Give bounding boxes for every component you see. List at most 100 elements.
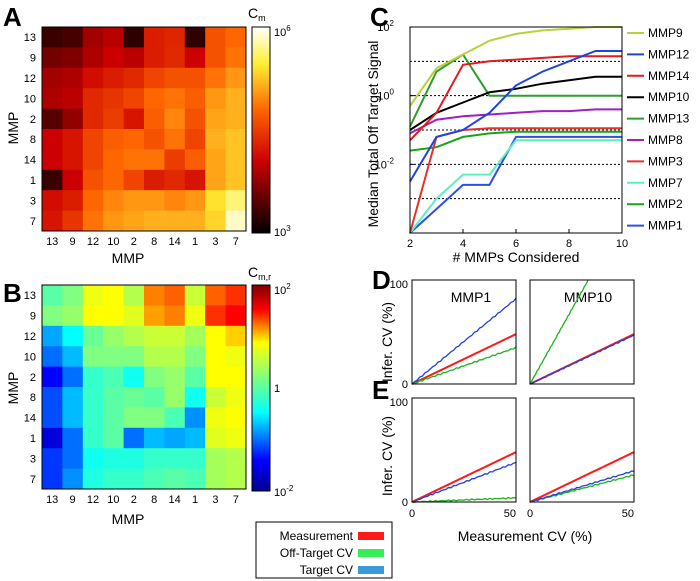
heatmap-b-cell [123,285,145,306]
heatmap-a-frame [41,26,247,232]
heatmap-a-cell [123,169,145,191]
subplot-x-tick-label: 0 [527,508,533,520]
heatmap-a-cell [103,190,124,211]
legend-label-mmp1: MMP1 [648,219,683,233]
cv-legend-swatch [358,549,384,557]
subplot-line-target-cv [529,334,635,385]
cv-legend: Measurement Off-Target CV Target CV [255,521,393,579]
heatmap-b-cell [82,407,104,429]
heatmap-b-cell [62,387,84,408]
column-title-mmp10: MMP10 [564,289,612,305]
x-tick-label: 8 [566,238,572,250]
heatmap-b-cell [144,427,165,449]
heatmap-b-cell [123,468,145,490]
heatmap-a-col-label: 10 [107,236,119,248]
heatmap-a-cell [103,149,124,171]
heatmap-b-col-label: 13 [46,494,58,506]
heatmap-a-cell [123,190,145,211]
heatmap-b-col-label: 2 [131,494,137,506]
heatmap-a-cell [62,108,84,130]
heatmap-b-row-label: 12 [24,331,36,343]
heatmap-b-cell [82,366,104,388]
heatmap-a-cell [205,27,226,48]
heatmap-a-cell [164,210,186,232]
heatmap-a-cell [103,129,124,150]
subplot-y-tick-label: 0 [402,497,408,509]
heatmap-a-cell [123,108,145,130]
heatmap-a-cell [42,129,63,150]
heatmap-b-cell [103,468,124,490]
heatmap-b-xlabel: MMP [112,511,145,527]
subplot-x-tick-label: 50 [504,508,516,520]
heatmap-b-cell [164,407,186,429]
cv-legend-swatch [358,532,384,540]
heatmap-a-cell [164,190,186,211]
heatmap-a-cell [144,88,165,109]
y-tick-label: 10-2 [375,156,395,171]
heatmap-b-cell [103,325,124,347]
heatmap-a-cell [103,169,124,191]
heatmap-a-cell [225,169,247,191]
heatmap-b-cell [205,448,226,469]
heatmap-b-cell [62,305,84,327]
heatmap-a-cell [103,210,124,232]
heatmap-b-row-label: 13 [24,290,36,302]
heatmap-a-cell [144,129,165,150]
heatmap-a-cell [42,47,63,69]
subplot-line-target-cv [411,461,517,503]
heatmap-a-ylabel: MMP [5,112,21,145]
heatmap-b-col-label: 7 [233,494,239,506]
heatmap-a-cell [62,27,84,48]
heatmap-a-cell [62,47,84,69]
heatmap-b-cell [103,407,124,429]
legend-label-mmp3: MMP3 [648,154,683,168]
heatmap-a-xlabel: MMP [112,250,145,266]
series-line-mmp13 [409,53,622,128]
heatmap-a-cell [82,169,104,191]
heatmap-a-cell [144,47,165,69]
heatmap-b-cell [205,427,226,449]
heatmap-a-cell [62,169,84,191]
panel-label-b: B [3,278,22,308]
heatmap-b-cell [184,387,206,408]
heatmap-b-col-label: 14 [168,494,180,506]
heatmap-b-cell [103,448,124,469]
heatmap-a-col-label: 13 [46,236,58,248]
heatmap-b-cell [205,305,226,327]
heatmap-a-cell [42,108,63,130]
heatmap-b-cell [164,387,186,408]
heatmap-a-col-label: 12 [87,236,99,248]
heatmap-a-cell [225,149,247,171]
heatmap-a-cell [103,108,124,130]
heatmap-b-cell [103,427,124,449]
heatmap-a-cell [82,190,104,211]
heatmap-a-col-label: 1 [192,236,198,248]
heatmap-a-cell [164,169,186,191]
heatmap-a-cell [123,210,145,232]
subplot-line-off-target-cv [411,496,517,504]
colorbar-b-min-label: 10-2 [274,484,294,499]
legend-label-mmp7: MMP7 [648,176,683,190]
heatmap-a-row-label: 2 [30,114,36,126]
heatmap-a-cell [184,129,206,150]
heatmap-b-cell [164,325,186,347]
heatmap-a-cell [144,149,165,171]
heatmap-a-cell [184,88,206,109]
heatmap-a-cell [205,210,226,232]
legend-label-mmp2: MMP2 [648,197,683,211]
heatmap-a-cell [225,67,247,89]
column-title-mmp1: MMP1 [451,289,492,305]
heatmap-a-col-label: 7 [233,236,239,248]
legend-label-mmp13: MMP13 [648,112,690,126]
heatmap-a-row-label: 1 [30,175,36,187]
cv-legend-label: Target CV [300,563,353,577]
heatmap-a-cell [82,108,104,130]
heatmap-b-cell [144,285,165,306]
heatmap-b-row-label: 7 [30,474,36,486]
heatmap-b-cell [82,305,104,327]
heatmap-a-cell [42,149,63,171]
heatmap-b-cell [62,366,84,388]
heatmap-a-cell [205,47,226,69]
heatmap-b-col-label: 3 [212,494,218,506]
heatmap-b-cell [62,448,84,469]
